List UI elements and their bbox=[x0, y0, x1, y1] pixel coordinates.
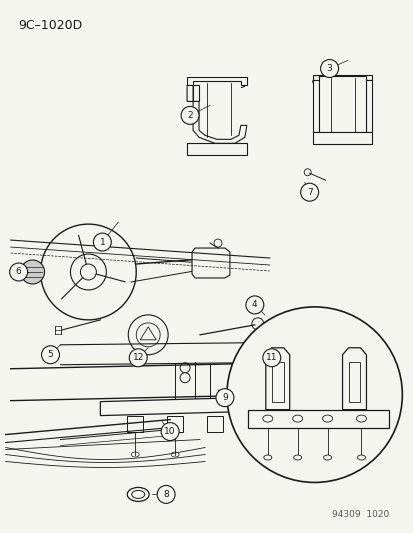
Circle shape bbox=[136, 323, 160, 347]
Text: 94309  1020: 94309 1020 bbox=[331, 510, 389, 519]
Polygon shape bbox=[206, 416, 223, 432]
Text: 11: 11 bbox=[266, 353, 277, 362]
Polygon shape bbox=[187, 77, 246, 101]
Circle shape bbox=[128, 315, 168, 355]
Circle shape bbox=[262, 349, 280, 367]
Circle shape bbox=[300, 183, 318, 201]
Circle shape bbox=[21, 260, 45, 284]
Polygon shape bbox=[192, 248, 229, 278]
Polygon shape bbox=[100, 398, 241, 416]
Polygon shape bbox=[127, 416, 143, 432]
Text: 3: 3 bbox=[326, 64, 332, 73]
Circle shape bbox=[180, 107, 199, 124]
Polygon shape bbox=[366, 80, 372, 132]
Text: 1: 1 bbox=[99, 238, 105, 247]
Circle shape bbox=[40, 224, 136, 320]
Polygon shape bbox=[247, 410, 389, 427]
Circle shape bbox=[214, 239, 221, 247]
Text: 4: 4 bbox=[252, 301, 257, 309]
Text: 9C–1020D: 9C–1020D bbox=[19, 19, 83, 31]
Polygon shape bbox=[318, 77, 366, 132]
Polygon shape bbox=[342, 348, 366, 410]
Circle shape bbox=[93, 233, 111, 251]
Text: 7: 7 bbox=[306, 188, 312, 197]
Circle shape bbox=[226, 307, 401, 482]
Text: 5: 5 bbox=[47, 350, 53, 359]
Circle shape bbox=[180, 373, 190, 383]
Circle shape bbox=[157, 486, 175, 503]
Polygon shape bbox=[271, 362, 283, 402]
Polygon shape bbox=[265, 348, 289, 410]
Ellipse shape bbox=[131, 452, 139, 457]
Circle shape bbox=[80, 264, 96, 280]
Polygon shape bbox=[312, 75, 372, 80]
Text: 8: 8 bbox=[163, 490, 169, 499]
Text: 9: 9 bbox=[221, 393, 227, 402]
Polygon shape bbox=[348, 362, 360, 402]
Polygon shape bbox=[167, 416, 183, 432]
Ellipse shape bbox=[171, 452, 179, 457]
Ellipse shape bbox=[323, 455, 331, 460]
Ellipse shape bbox=[293, 455, 301, 460]
Circle shape bbox=[9, 263, 28, 281]
Polygon shape bbox=[187, 143, 246, 155]
Circle shape bbox=[304, 169, 311, 176]
Circle shape bbox=[129, 349, 147, 367]
Circle shape bbox=[251, 318, 263, 330]
Text: 2: 2 bbox=[187, 111, 192, 120]
Ellipse shape bbox=[127, 487, 149, 502]
Polygon shape bbox=[312, 80, 318, 132]
Text: 10: 10 bbox=[164, 427, 176, 436]
Circle shape bbox=[216, 389, 233, 407]
Circle shape bbox=[70, 254, 106, 290]
Text: 12: 12 bbox=[132, 353, 144, 362]
Ellipse shape bbox=[131, 490, 145, 498]
Circle shape bbox=[320, 60, 338, 77]
Circle shape bbox=[161, 423, 179, 441]
Polygon shape bbox=[187, 85, 246, 143]
Ellipse shape bbox=[263, 455, 271, 460]
Ellipse shape bbox=[357, 455, 365, 460]
Polygon shape bbox=[312, 132, 372, 144]
Circle shape bbox=[245, 296, 263, 314]
Circle shape bbox=[180, 363, 190, 373]
Circle shape bbox=[41, 346, 59, 364]
Text: 6: 6 bbox=[16, 268, 21, 277]
